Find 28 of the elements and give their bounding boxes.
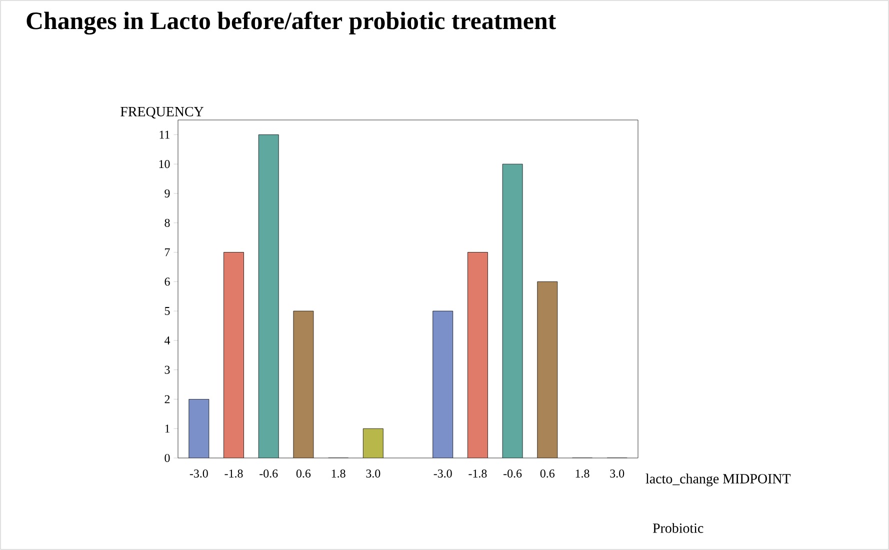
y-tick-label: 7 — [165, 248, 170, 256]
y-tick-label: 2 — [164, 395, 170, 404]
y-tick-label: 5 — [164, 307, 170, 315]
chart-title: Changes in Lacto before/after probiotic treatment — [26, 12, 556, 35]
text: Probiotic — [652, 523, 704, 533]
y-tick-label: 0 — [164, 454, 170, 462]
x-tick-label: 0.6 — [540, 470, 555, 478]
x-tick-label: -0.6 — [260, 470, 278, 478]
y-tick-label: 9 — [164, 189, 170, 198]
y-tick-label: 11 — [160, 130, 170, 139]
y-tick-label: 3 — [164, 366, 170, 374]
x-tick-label: -3.0 — [190, 470, 208, 478]
x-axis-title: lacto_change MIDPOINT — [646, 474, 791, 486]
x-tick-label: 0.6 — [296, 470, 311, 478]
x-tick-label: 3.0 — [366, 470, 380, 478]
y-tick-label: 1 — [165, 424, 170, 433]
x-tick-label: 1.8 — [576, 470, 590, 478]
x-tick-label: 3.0 — [610, 470, 624, 478]
y-tick-label: 8 — [164, 218, 170, 227]
x-tick-label: -1.8 — [224, 470, 243, 478]
y-tick-label: 6 — [164, 278, 170, 286]
y-axis-title: FREQUENCY — [120, 106, 204, 118]
x-tick-label: -0.6 — [504, 470, 522, 478]
y-tick-label: 10 — [159, 160, 170, 168]
x-tick-label: -1.8 — [468, 470, 487, 478]
y-tick-label: 4 — [164, 336, 170, 344]
x-tick-label: 1.8 — [332, 470, 346, 478]
x-tick-label: -3.0 — [434, 470, 452, 478]
